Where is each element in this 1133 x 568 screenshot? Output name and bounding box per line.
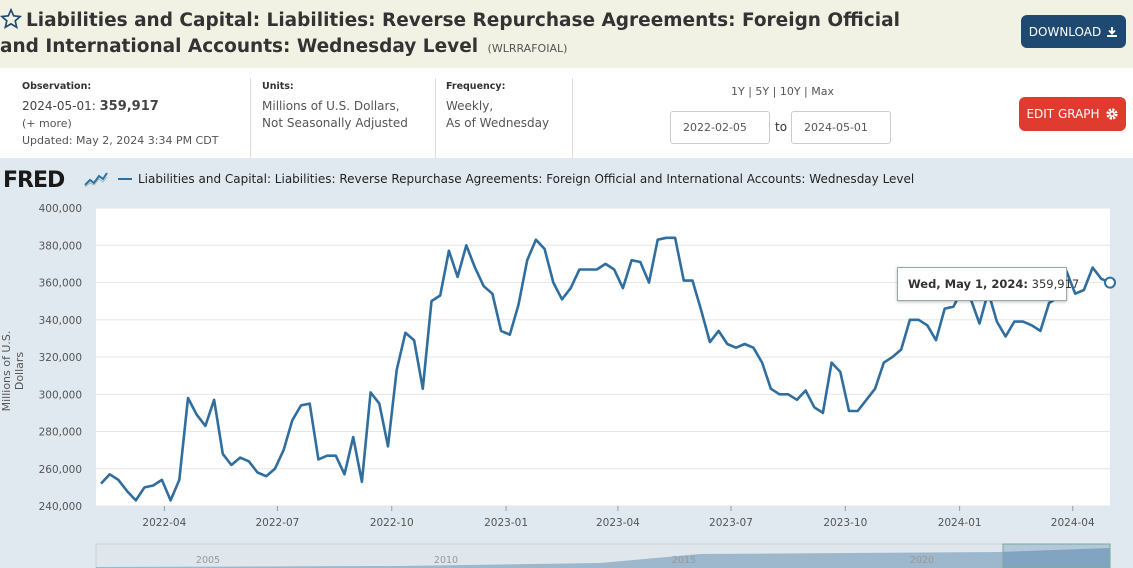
- navigator-label: 2005: [196, 555, 220, 566]
- y-tick-label: 280,000: [39, 427, 82, 439]
- updated-text: Updated: May 2, 2024 3:34 PM CDT: [22, 134, 219, 147]
- units-block: Units: Millions of U.S. Dollars, Not Sea…: [262, 78, 408, 132]
- download-button[interactable]: DOWNLOAD: [1021, 15, 1126, 48]
- page-title: Liabilities and Capital: Liabilities: Re…: [0, 8, 920, 62]
- navigator-label: 2015: [672, 555, 696, 566]
- frequency-line2: As of Wednesday: [446, 116, 550, 130]
- download-label: DOWNLOAD: [1028, 24, 1102, 39]
- tooltip-date: Wed, May 1, 2024:: [908, 277, 1029, 291]
- end-date-input[interactable]: 2024-05-01: [791, 111, 891, 144]
- series-id: (WLRRAFOIAL): [487, 42, 568, 55]
- range-1y[interactable]: 1Y: [731, 85, 745, 98]
- chart-area: FRED Liabilities and Capital: Liabilitie…: [0, 158, 1133, 568]
- x-tick-label: 2022-07: [255, 517, 299, 529]
- y-tick-label: 360,000: [39, 278, 82, 290]
- frequency-block: Frequency: Weekly, As of Wednesday: [446, 78, 549, 132]
- range-max[interactable]: Max: [811, 85, 835, 98]
- legend: Liabilities and Capital: Liabilities: Re…: [118, 172, 914, 186]
- range-10y[interactable]: 10Y: [779, 85, 801, 98]
- x-tick-label: 2022-10: [370, 517, 414, 529]
- fred-logo: FRED: [3, 168, 65, 193]
- divider: [572, 78, 573, 158]
- header-bar: Liabilities and Capital: Liabilities: Re…: [0, 0, 1133, 68]
- units-line1: Millions of U.S. Dollars,: [262, 99, 400, 113]
- observation-block: Observation: 2024-05-01: 359,917 (+ more…: [22, 78, 218, 149]
- fred-logo-icon: [84, 170, 108, 188]
- navigator-series: [96, 548, 1110, 568]
- observation-label: Observation:: [22, 81, 92, 92]
- observation-date: 2024-05-01:: [22, 99, 96, 113]
- x-tick-label: 2023-10: [823, 517, 867, 529]
- range-5y[interactable]: 5Y: [755, 85, 770, 98]
- more-link[interactable]: (+ more): [22, 117, 72, 130]
- y-tick-label: 260,000: [39, 464, 82, 476]
- range-links: 1Y | 5Y | 10Y | Max: [731, 85, 835, 98]
- tooltip: Wed, May 1, 2024: 359,917: [897, 267, 1079, 301]
- x-tick-label: 2023-07: [709, 517, 753, 529]
- series-title: Liabilities and Capital: Liabilities: Re…: [0, 10, 900, 57]
- gear-icon: [1105, 108, 1118, 120]
- legend-swatch: [118, 178, 132, 180]
- y-tick-label: 340,000: [39, 315, 82, 327]
- x-tick-label: 2023-04: [596, 517, 640, 529]
- legend-label: Liabilities and Capital: Liabilities: Re…: [138, 172, 915, 186]
- navigator-label: 2020: [910, 555, 934, 566]
- units-label: Units:: [262, 81, 294, 92]
- navigator-label: 2010: [434, 555, 458, 566]
- edit-graph-button[interactable]: EDIT GRAPH: [1019, 97, 1126, 131]
- divider: [435, 78, 436, 158]
- tooltip-value: 359,917: [1031, 277, 1080, 291]
- star-icon[interactable]: [0, 8, 22, 30]
- y-tick-label: 240,000: [39, 501, 82, 513]
- y-tick-label: 300,000: [39, 389, 82, 401]
- frequency-line1: Weekly,: [446, 99, 494, 113]
- hover-point: [1104, 276, 1116, 289]
- x-tick-label: 2023-01: [484, 517, 528, 529]
- navigator-selection[interactable]: [1002, 543, 1111, 568]
- y-tick-label: 320,000: [39, 352, 82, 364]
- units-line2: Not Seasonally Adjusted: [262, 116, 408, 130]
- x-tick-label: 2022-04: [142, 517, 186, 529]
- divider: [250, 78, 251, 158]
- to-label: to: [775, 120, 788, 134]
- observation-value: 359,917: [99, 99, 159, 114]
- series-line: [100, 236, 1111, 502]
- y-tick-label: 400,000: [39, 203, 82, 215]
- edit-graph-label: EDIT GRAPH: [1026, 107, 1100, 121]
- x-tick-label: 2024-04: [1051, 517, 1095, 529]
- x-tick-label: 2024-01: [938, 517, 982, 529]
- frequency-label: Frequency:: [446, 81, 506, 92]
- y-tick-label: 380,000: [39, 240, 82, 252]
- line-chart[interactable]: 240,000 260,000 280,000 300,000 320,000 340,0…: [0, 158, 1133, 568]
- download-icon: [1107, 26, 1118, 37]
- start-date-input[interactable]: 2022-02-05: [670, 111, 770, 144]
